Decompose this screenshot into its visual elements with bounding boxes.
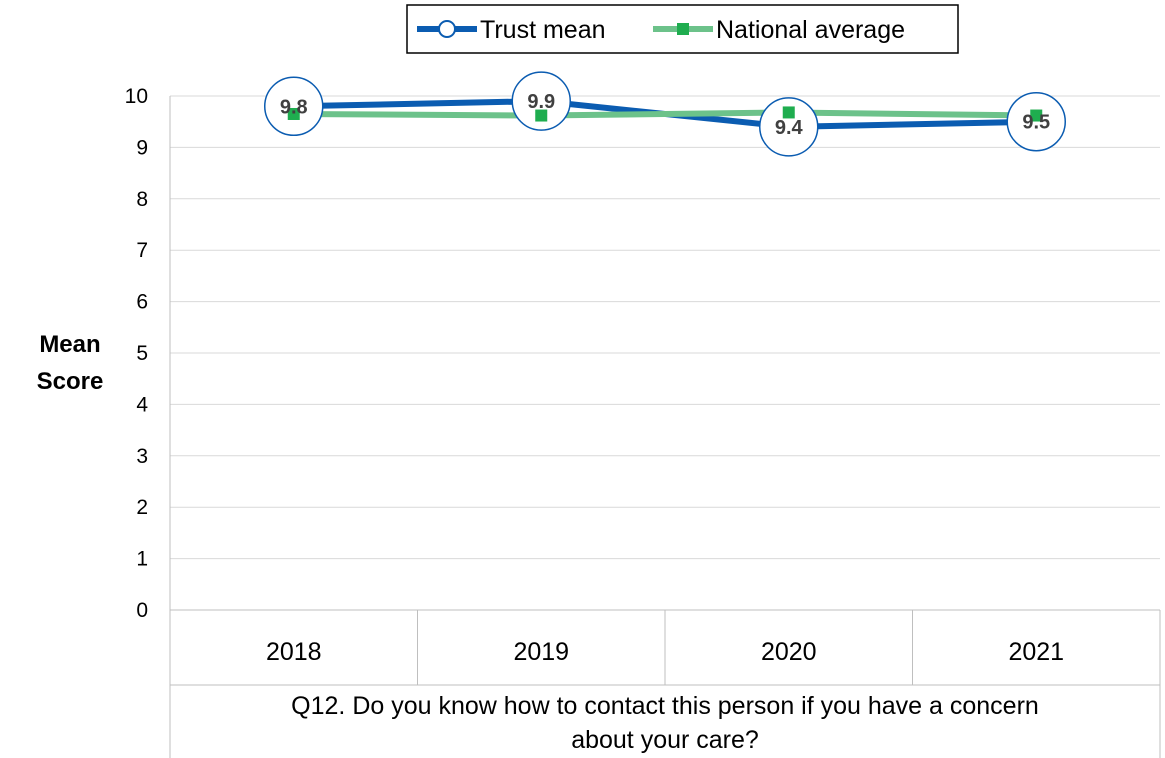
legend-national-average-label: National average [716, 16, 905, 44]
trust-mean-marker-2021 [1006, 91, 1066, 152]
y-tick-7: 7 [136, 239, 148, 262]
trust-mean-marker-2018 [264, 76, 324, 137]
trust-mean-label-2020: 9.4 [775, 117, 804, 139]
y-axis-label-line-1: Mean [39, 331, 100, 358]
trust-mean-label-2018: 9.8 [280, 96, 308, 118]
series-lines [293, 98, 1037, 130]
y-tick-1: 1 [136, 548, 148, 571]
x-tick-2018: 2018 [266, 638, 322, 666]
y-tick-labels: 0 1 2 3 4 5 6 7 8 9 10 [125, 85, 149, 622]
trust-mean-label-2021: 9.5 [1022, 112, 1050, 134]
legend-trust-mean-marker [438, 20, 456, 38]
national-average-marker-2018 [287, 107, 300, 120]
national-average-marker-2019 [535, 109, 548, 122]
y-axis-label-line-2: Score [37, 368, 104, 395]
y-tick-6: 6 [136, 291, 148, 314]
category-group-label-line-2: about your care? [571, 726, 759, 754]
legend: Trust mean National average [406, 4, 959, 54]
data-labels: 9.8 9.9 9.4 9.5 [280, 91, 1050, 139]
trust-mean-marker-2019 [511, 71, 571, 131]
axes [169, 96, 1161, 758]
legend-trust-mean-label: Trust mean [480, 16, 606, 44]
trust-mean-label-2019: 9.9 [527, 91, 555, 113]
gridlines [170, 95, 1160, 560]
x-tick-2020: 2020 [761, 638, 817, 666]
national-average-marker-2020 [782, 106, 795, 119]
national-average-marker-2021 [1030, 109, 1043, 122]
y-tick-0: 0 [136, 599, 148, 622]
y-tick-8: 8 [136, 188, 148, 211]
category-group-label-line-1: Q12. Do you know how to contact this per… [291, 692, 1039, 720]
legend-national-average-marker [677, 23, 689, 35]
series-line-national-average [293, 109, 1037, 119]
y-tick-3: 3 [136, 445, 148, 468]
y-tick-10: 10 [125, 85, 148, 108]
series-markers [264, 71, 1066, 157]
y-tick-2: 2 [136, 496, 148, 519]
x-tick-2019: 2019 [513, 638, 569, 666]
y-tick-4: 4 [136, 393, 148, 416]
trust-mean-marker-2020 [759, 97, 819, 157]
x-tick-2021: 2021 [1008, 638, 1064, 666]
y-tick-9: 9 [136, 136, 148, 159]
y-tick-5: 5 [136, 342, 148, 365]
x-tick-labels: 2018 2019 2020 2021 [266, 638, 1064, 666]
